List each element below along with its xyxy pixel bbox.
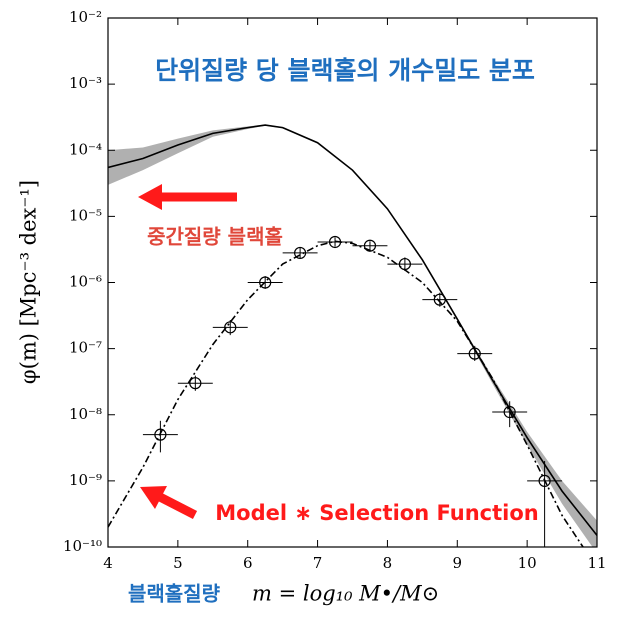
y-tick-label: 10⁻⁹ [69,471,102,489]
y-tick-label: 10⁻¹⁰ [63,537,102,555]
data-point [433,293,446,306]
arrow-head [140,486,167,509]
data-point [538,474,551,487]
x-label-prefix: 블랙홀질량 [128,582,221,606]
x-tick-label: 10 [518,554,537,572]
x-tick-label: 11 [587,554,606,572]
data-point [468,347,481,360]
x-tick-label: 5 [173,554,183,572]
annotation: 중간질량 블랙홀 [147,225,283,249]
plot-frame [107,17,598,548]
y-tick-label: 10⁻⁸ [69,405,102,423]
y-tick-label: 10⁻⁵ [69,206,102,224]
y-tick-label: 10⁻⁶ [69,273,102,291]
y-tick-label: 10⁻³ [69,74,102,92]
chart-title: 단위질량 당 블랙홀의 개수밀도 분포 [155,56,535,85]
annotation: Model ∗ Selection Function [215,501,538,525]
arrow [155,491,198,520]
data-point [224,321,237,334]
data-point [259,276,272,289]
uncertainty-band [108,124,597,547]
arrow-head [138,184,162,210]
x-tick-label: 9 [453,554,463,572]
data-point [154,428,167,441]
x-tick-label: 8 [383,554,393,572]
data-point [189,377,202,390]
data-point [503,405,516,419]
y-tick-label: 10⁻² [69,8,102,26]
x-tick-label: 4 [103,554,113,572]
y-tick-label: 10⁻⁴ [69,140,102,158]
x-tick-label: 7 [313,554,323,572]
x-label: m = log₁₀ M•/M⊙ [252,582,439,606]
y-tick-label: 10⁻⁷ [69,339,102,357]
model-line [108,124,597,536]
plot-area [108,124,597,547]
y-label: φ(m) [Mpc⁻³ dex⁻¹] [17,180,41,384]
data-point [363,239,377,252]
data-point [398,257,411,271]
x-tick-label: 6 [243,554,253,572]
data-point [328,235,342,249]
data-point [294,246,307,260]
